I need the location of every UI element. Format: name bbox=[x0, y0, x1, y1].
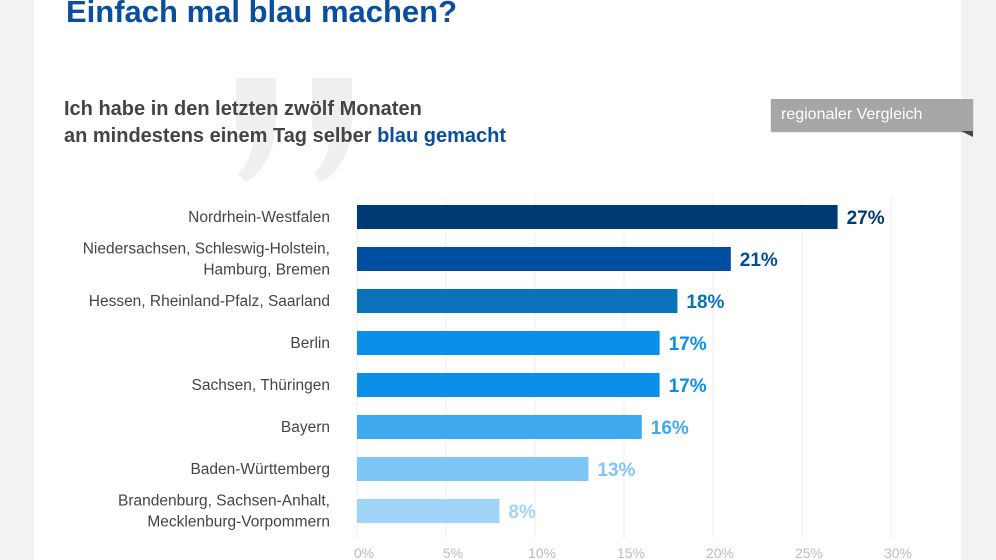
subtitle-line-1: Ich habe in den letzten zwölf Monaten bbox=[64, 98, 422, 120]
data-label: 13% bbox=[597, 460, 635, 481]
category-label: Berlin bbox=[290, 335, 330, 352]
data-label: 27% bbox=[847, 208, 885, 229]
category-label: Hessen, Rheinland-Pfalz, Saarland bbox=[89, 293, 330, 310]
data-label: 8% bbox=[508, 502, 536, 523]
data-label: 17% bbox=[669, 376, 707, 397]
category-label: Nordrhein-Westfalen bbox=[188, 209, 330, 226]
x-tick-label: 25% bbox=[795, 545, 823, 560]
bar bbox=[357, 373, 660, 397]
data-label: 17% bbox=[669, 334, 707, 355]
badge-fold-icon bbox=[961, 131, 973, 137]
quote-right-comma bbox=[312, 78, 352, 182]
x-tick-label: 0% bbox=[354, 545, 374, 560]
x-tick-label: 5% bbox=[443, 545, 463, 560]
category-label: Sachsen, Thüringen bbox=[192, 377, 330, 394]
bar bbox=[357, 415, 642, 439]
bar bbox=[357, 205, 838, 229]
regional-comparison-badge: regionaler Vergleich bbox=[771, 99, 973, 131]
bar bbox=[357, 331, 660, 355]
category-label: Niedersachsen, Schleswig-Holstein, bbox=[83, 241, 330, 258]
category-label: Hamburg, Bremen bbox=[203, 262, 330, 279]
quote-mark-shape bbox=[236, 78, 352, 182]
page-title: Einfach mal blau machen? bbox=[66, 0, 458, 29]
category-label: Bayern bbox=[281, 419, 330, 436]
bar bbox=[357, 457, 589, 481]
x-tick-label: 10% bbox=[528, 545, 556, 560]
x-tick-label: 15% bbox=[617, 545, 645, 560]
category-label: Baden-Württemberg bbox=[190, 461, 330, 478]
chart-subtitle: Ich habe in den letzten zwölf Monaten an… bbox=[64, 96, 506, 150]
bar bbox=[357, 289, 678, 313]
subtitle-prefix: an mindestens einem Tag selber bbox=[64, 125, 378, 147]
quote-left-comma bbox=[236, 78, 276, 182]
category-label: Mecklenburg-Vorpommern bbox=[147, 514, 330, 531]
subtitle-line-2: an mindestens einem Tag selber blau gema… bbox=[64, 123, 506, 150]
x-tick-label: 20% bbox=[706, 545, 734, 560]
subtitle-highlight: blau gemacht bbox=[377, 125, 506, 147]
x-tick-label: 30% bbox=[884, 545, 912, 560]
data-label: 18% bbox=[686, 292, 724, 313]
category-label: Brandenburg, Sachsen-Anhalt, bbox=[118, 493, 330, 510]
data-label: 16% bbox=[651, 418, 689, 439]
quote-mark-icon bbox=[232, 78, 362, 182]
bar bbox=[357, 499, 500, 523]
bar bbox=[357, 247, 731, 271]
data-label: 21% bbox=[740, 250, 778, 271]
